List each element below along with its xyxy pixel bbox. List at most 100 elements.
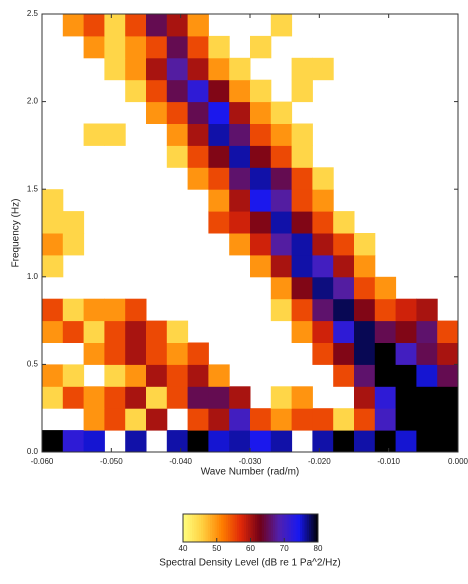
colorbar-segment (219, 514, 222, 542)
heatmap-cell (83, 342, 105, 365)
heatmap-cell (104, 35, 126, 59)
x-tick-label: -0.010 (377, 457, 400, 466)
heatmap-cell (291, 386, 313, 409)
heatmap-cell (166, 35, 189, 59)
heatmap-cell (395, 342, 417, 365)
heatmap-cell (83, 123, 105, 146)
heatmap-cell (250, 79, 272, 103)
heatmap-cell (437, 342, 459, 365)
heatmap-cell (395, 430, 417, 453)
x-tick-label: 0.000 (448, 457, 468, 466)
heatmap-cell (291, 145, 313, 168)
colorbar-segment (187, 514, 191, 542)
colorbar-segment (275, 514, 278, 542)
heatmap-cell (437, 408, 459, 431)
heatmap-cell (62, 211, 85, 234)
heatmap-cell (291, 79, 313, 103)
colorbar-segment (288, 514, 292, 542)
heatmap-cell (83, 320, 105, 343)
colorbar-tick-label: 40 (179, 544, 188, 553)
heatmap-cell (291, 254, 313, 278)
heatmap-cell (187, 408, 209, 431)
heatmap-cell (395, 320, 417, 343)
heatmap-cell (291, 211, 313, 234)
heatmap-cell (416, 386, 438, 409)
heatmap-cell (62, 14, 85, 37)
heatmap-cell (42, 364, 64, 387)
colorbar-segment (194, 514, 197, 542)
colorbar-segment (261, 514, 265, 542)
heatmap-cell (208, 57, 230, 81)
colorbar-segment (255, 514, 258, 542)
colorbar-segment (297, 514, 301, 542)
heatmap-cell (395, 386, 417, 409)
heatmap-cell (104, 364, 126, 387)
heatmap-cell (250, 408, 272, 431)
heatmap-cell (229, 167, 251, 190)
heatmap-cell (62, 233, 85, 256)
heatmap-cell (374, 276, 397, 300)
colorbar-segment (311, 514, 314, 542)
heatmap-cell (291, 276, 313, 300)
heatmap-cell (270, 167, 293, 190)
heatmap-cell (166, 145, 189, 168)
heatmap-cell (208, 145, 230, 168)
heatmap-cell (146, 386, 168, 409)
colorbar-segment (239, 514, 242, 542)
heatmap-cell (354, 386, 376, 409)
colorbar-segment (207, 514, 211, 542)
heatmap-cell (229, 386, 251, 409)
heatmap-cell (208, 386, 230, 409)
colorbar-segment (192, 514, 195, 542)
heatmap-cell (229, 211, 251, 234)
heatmap-cell (312, 298, 334, 322)
heatmap-cell (250, 233, 272, 256)
heatmap-cell (104, 320, 126, 343)
heatmap-cell (354, 276, 376, 300)
heatmap-cell (416, 320, 438, 343)
heatmap-cell (42, 189, 64, 212)
heatmap-cell (291, 57, 313, 81)
y-tick-label: 1.5 (27, 184, 39, 193)
heatmap-cell (208, 430, 230, 453)
heatmap-cell (250, 35, 272, 59)
heatmap-cell (187, 14, 209, 37)
colorbar-segment (216, 514, 220, 542)
x-tick-label: -0.050 (100, 457, 123, 466)
heatmap-cell (333, 233, 355, 256)
heatmap-cell (291, 233, 313, 256)
heatmap-cell (104, 386, 126, 409)
heatmap-cell (125, 298, 147, 322)
heatmap-cell (354, 320, 376, 343)
heatmap-cell (208, 101, 230, 124)
y-tick-label: 0.5 (27, 360, 39, 369)
colorbar-segment (232, 514, 236, 542)
heatmap-cell (291, 167, 313, 190)
heatmap-cell (395, 408, 417, 431)
colorbar-label: Spectral Density Level (dB re 1 Pa^2/Hz) (159, 558, 340, 569)
heatmap-cell (270, 145, 293, 168)
heatmap-cell (125, 342, 147, 365)
colorbar-segment (295, 514, 299, 542)
heatmap-cell (312, 254, 334, 278)
colorbar-segment (248, 514, 251, 542)
colorbar-segment (304, 514, 308, 542)
heatmap-cell (374, 364, 397, 387)
x-axis-label: Wave Number (rad/m) (201, 467, 300, 478)
colorbar-segment (237, 514, 240, 542)
heatmap-cell (229, 123, 251, 146)
heatmap-cell (374, 320, 397, 343)
heatmap-cell (208, 79, 230, 103)
heatmap-cell (312, 342, 334, 365)
heatmap-cell (125, 386, 147, 409)
heatmap-cell (146, 364, 168, 387)
colorbar-segment (293, 514, 296, 542)
colorbar-segment (300, 514, 303, 542)
heatmap-cell (208, 123, 230, 146)
heatmap-cell (437, 364, 459, 387)
heatmap-cell (229, 101, 251, 124)
heatmap-cell (250, 123, 272, 146)
heatmap-cell (270, 123, 293, 146)
heatmap-cell (166, 320, 189, 343)
heatmap-cell (208, 167, 230, 190)
